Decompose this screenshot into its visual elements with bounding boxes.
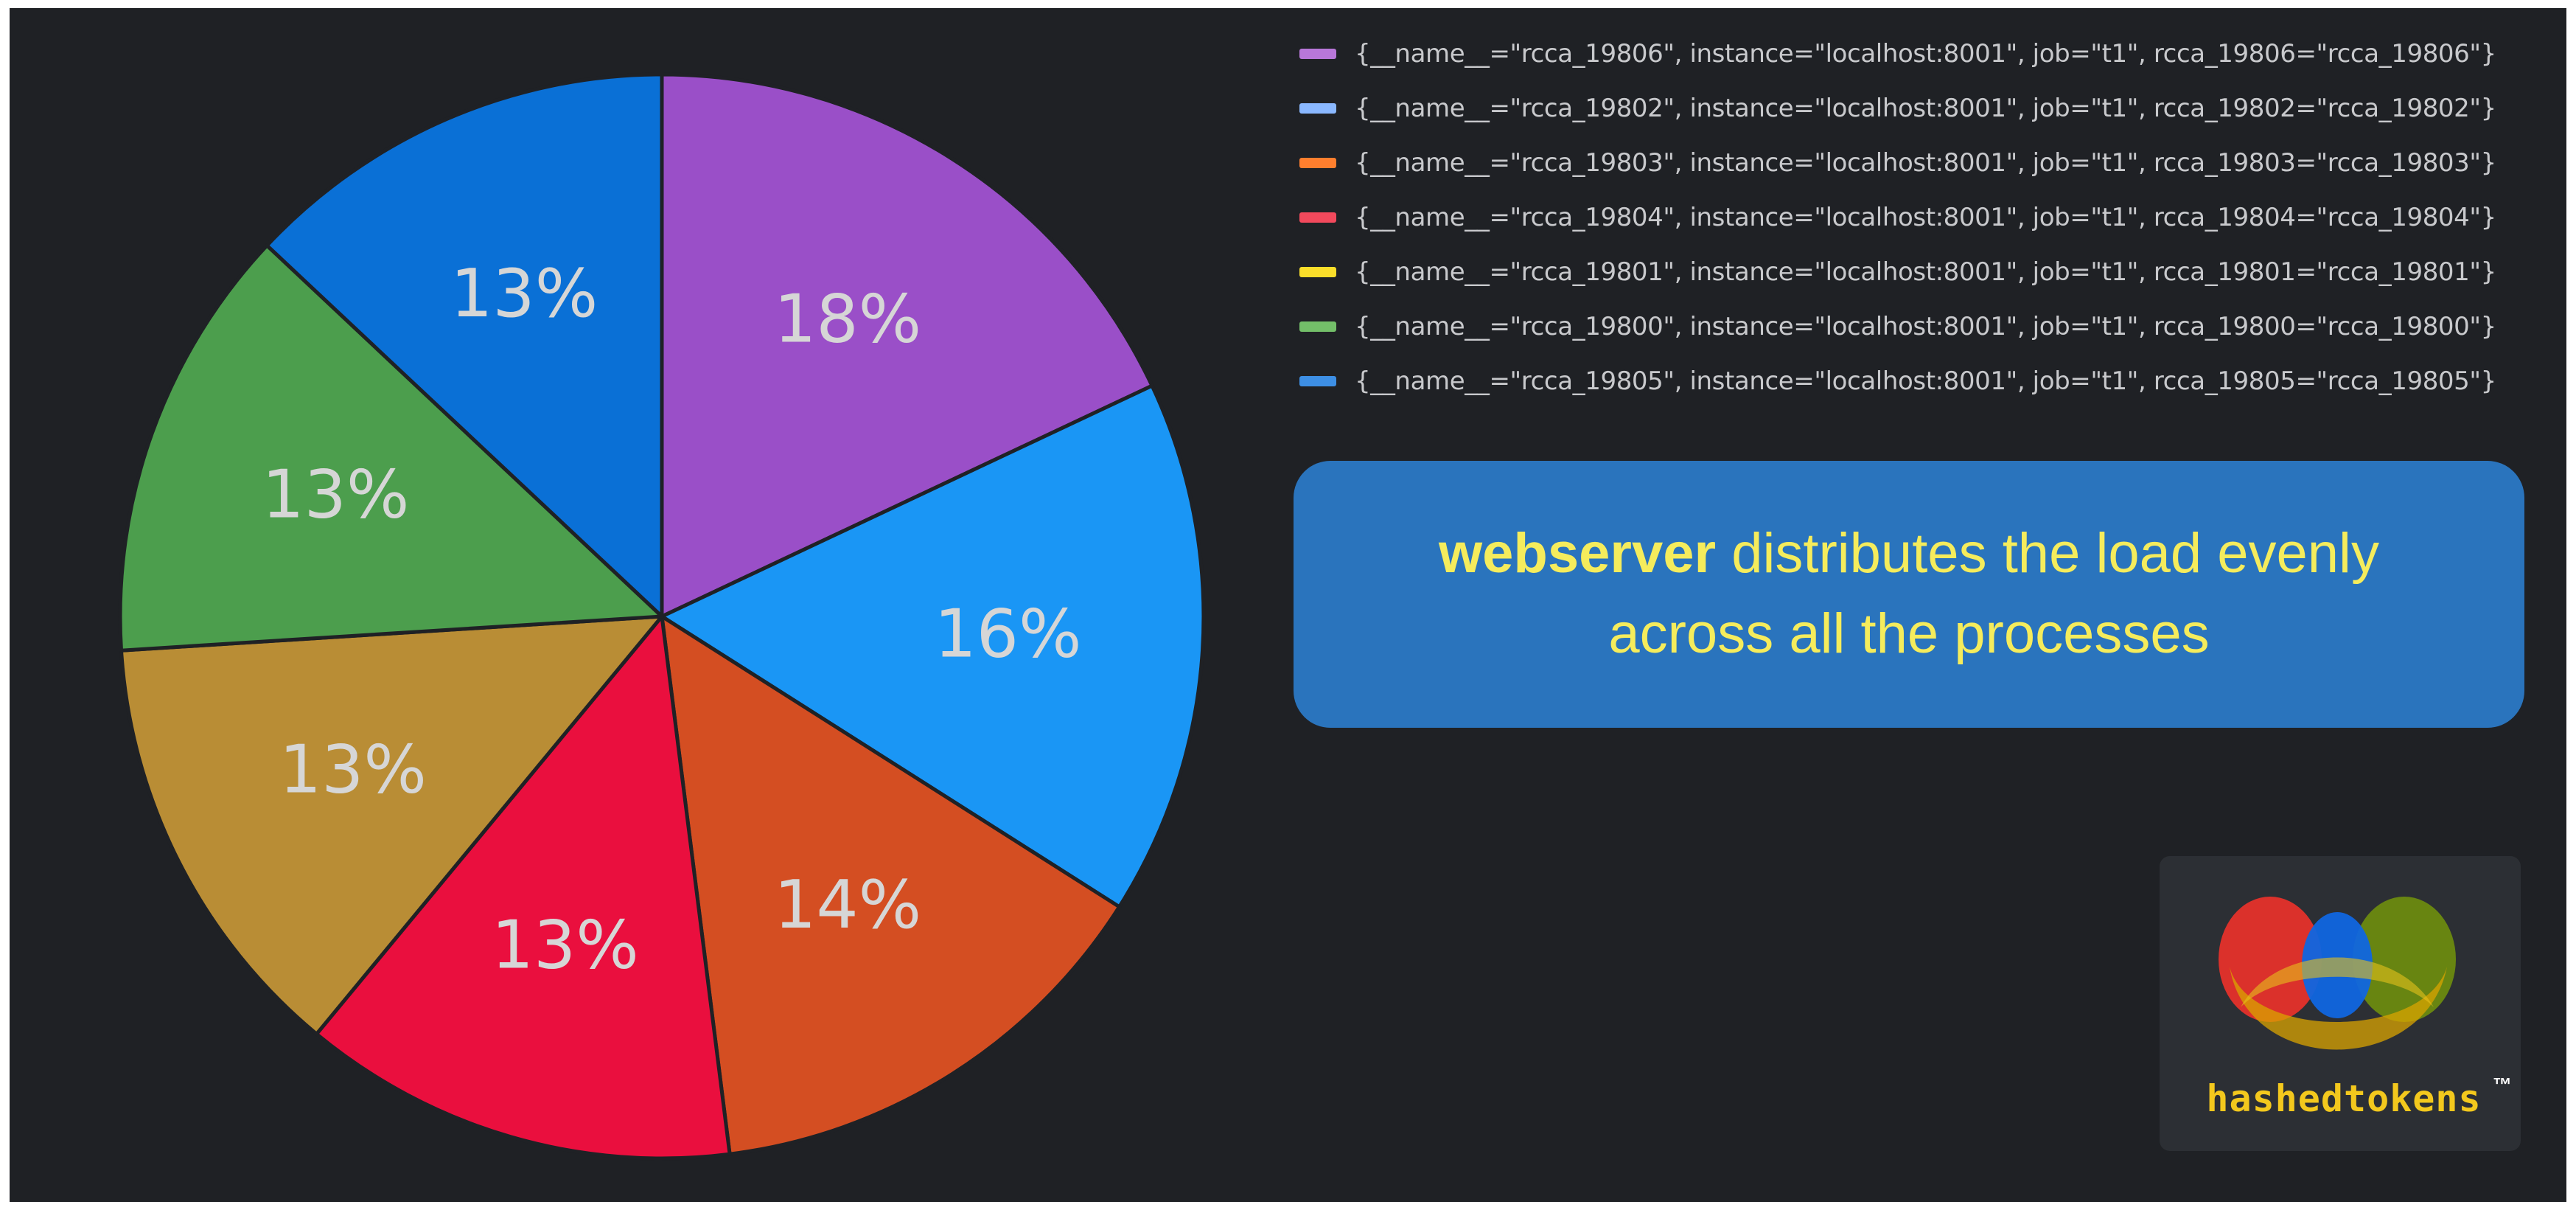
pie-slice-label: 14% bbox=[774, 866, 921, 944]
pie-slice-label: 18% bbox=[774, 281, 921, 358]
legend-item[interactable]: {__name__="rcca_19802", instance="localh… bbox=[1299, 81, 2563, 136]
pie-slice[interactable] bbox=[265, 72, 664, 619]
pie-slice-label: 13% bbox=[492, 907, 639, 984]
pie-slice[interactable] bbox=[660, 383, 1206, 909]
callout-box: webserver distributes the load evenly ac… bbox=[1294, 461, 2524, 728]
hashedtokens-logo: hashedtokens ™ bbox=[2160, 856, 2521, 1151]
legend-label: {__name__="rcca_19804", instance="localh… bbox=[1355, 203, 2496, 232]
legend-swatch bbox=[1299, 158, 1336, 168]
legend-swatch bbox=[1299, 49, 1336, 59]
legend-item[interactable]: {__name__="rcca_19806", instance="localh… bbox=[1299, 27, 2563, 81]
callout-line-2: across all the processes bbox=[1608, 602, 2210, 665]
legend-label: {__name__="rcca_19803", instance="localh… bbox=[1355, 148, 2496, 178]
chart-panel: 18% 16% 14% 13% 13% 13% 13% {__name__="rcca_19… bbox=[10, 8, 2566, 1202]
pie-slice-label: 13% bbox=[262, 456, 409, 534]
legend-label: {__name__="rcca_19801", instance="localh… bbox=[1355, 257, 2496, 287]
legend-label: {__name__="rcca_19806", instance="localh… bbox=[1355, 39, 2496, 69]
callout-line-1-rest: distributes the load evenly bbox=[1716, 522, 2379, 585]
legend-swatch bbox=[1299, 267, 1336, 277]
legend-swatch bbox=[1299, 376, 1336, 386]
legend-item[interactable]: {__name__="rcca_19800", instance="localh… bbox=[1299, 299, 2563, 354]
pie-slice-label: 16% bbox=[934, 595, 1081, 672]
logo-wordmark: hashedtokens bbox=[2206, 1077, 2482, 1120]
pie-slice-label: 13% bbox=[450, 255, 598, 333]
legend-item[interactable]: {__name__="rcca_19801", instance="localh… bbox=[1299, 245, 2563, 299]
legend-swatch bbox=[1299, 321, 1336, 332]
pie-chart: 18% 16% 14% 13% 13% 13% 13% bbox=[118, 72, 1206, 1161]
pie-slice[interactable] bbox=[315, 614, 732, 1161]
pie-slice[interactable] bbox=[118, 243, 664, 653]
callout-line-1: webserver distributes the load evenly bbox=[1439, 514, 2379, 594]
legend-label: {__name__="rcca_19802", instance="localh… bbox=[1355, 94, 2496, 123]
callout-highlight: webserver bbox=[1439, 522, 1717, 585]
legend-label: {__name__="rcca_19800", instance="localh… bbox=[1355, 312, 2496, 341]
legend: {__name__="rcca_19806", instance="localh… bbox=[1299, 27, 2563, 408]
pie-slice[interactable] bbox=[660, 72, 1154, 619]
logo-trademark: ™ bbox=[2493, 1074, 2512, 1096]
legend-item[interactable]: {__name__="rcca_19803", instance="localh… bbox=[1299, 136, 2563, 190]
legend-label: {__name__="rcca_19805", instance="localh… bbox=[1355, 366, 2496, 396]
legend-swatch bbox=[1299, 212, 1336, 223]
legend-item[interactable]: {__name__="rcca_19804", instance="localh… bbox=[1299, 190, 2563, 245]
legend-swatch bbox=[1299, 103, 1336, 114]
legend-item[interactable]: {__name__="rcca_19805", instance="localh… bbox=[1299, 354, 2563, 408]
logo-mark-icon bbox=[2219, 897, 2456, 1050]
pie-slice[interactable] bbox=[660, 614, 1122, 1156]
pie-slice[interactable] bbox=[119, 614, 664, 1036]
pie-slice-label: 13% bbox=[279, 731, 427, 808]
